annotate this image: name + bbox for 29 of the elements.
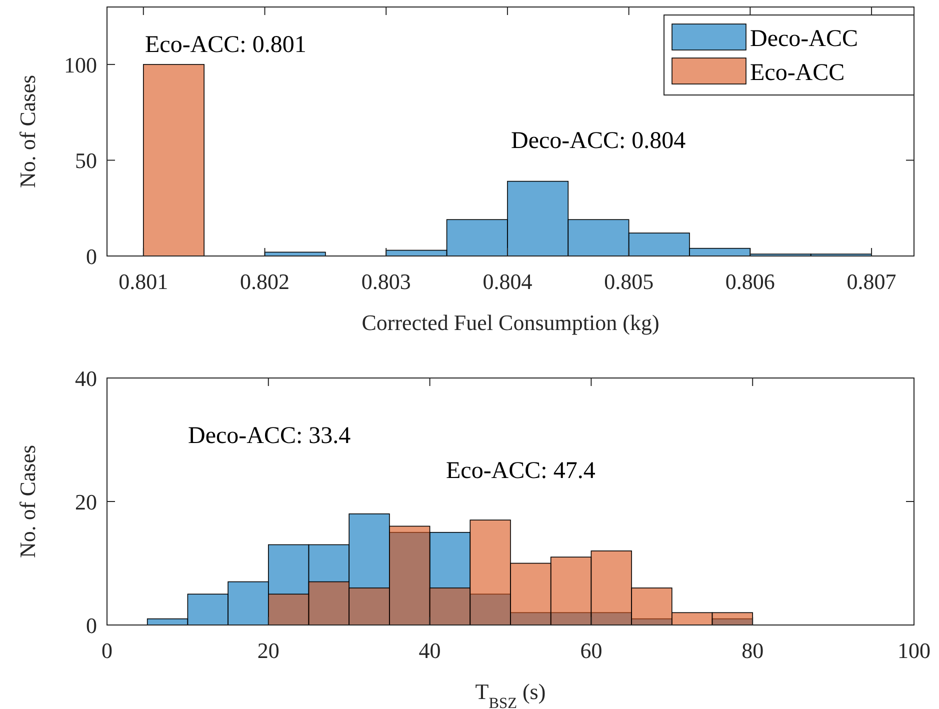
x-tick-label: 0.801 [118, 269, 168, 294]
x-tick-label: 20 [257, 638, 280, 663]
x-tick-label: 0.805 [604, 269, 654, 294]
x-axis-title: Corrected Fuel Consumption (kg) [362, 310, 660, 335]
x-tick-label: 0.807 [846, 269, 896, 294]
y-tick-label: 50 [75, 148, 97, 174]
legend-label: Deco-ACC [750, 26, 858, 52]
annotation: Deco-ACC: 33.4 [188, 423, 351, 449]
x-tick-label: 80 [742, 638, 764, 663]
y-tick-label: 20 [75, 490, 97, 514]
y-tick-label: 40 [75, 366, 97, 391]
y-tick-label: 100 [64, 52, 97, 78]
x-tick-label: 0.803 [361, 269, 411, 294]
y-axis-title: No. of Cases [15, 444, 40, 558]
x-tick-label: 0.802 [240, 269, 290, 294]
x-tick-label: 0.804 [482, 269, 532, 294]
x-axis-title: T$_{BSZ}$ (s) [475, 679, 546, 709]
y-tick-label: 0 [86, 613, 97, 638]
x-tick-label: 100 [898, 638, 930, 663]
x-tick-label: 0.806 [725, 269, 775, 294]
x-tick-label: 40 [418, 638, 441, 663]
x-tick-label: 60 [580, 638, 602, 663]
x-tick-label: 0 [102, 638, 112, 663]
annotation: Eco-ACC: 0.801 [145, 32, 306, 58]
y-tick-label: 0 [86, 244, 97, 269]
legend-label: Eco-ACC [750, 60, 845, 86]
annotation: Eco-ACC: 47.4 [446, 458, 596, 484]
y-axis-title: No. of Cases [15, 74, 40, 188]
annotation: Deco-ACC: 0.804 [511, 128, 686, 154]
